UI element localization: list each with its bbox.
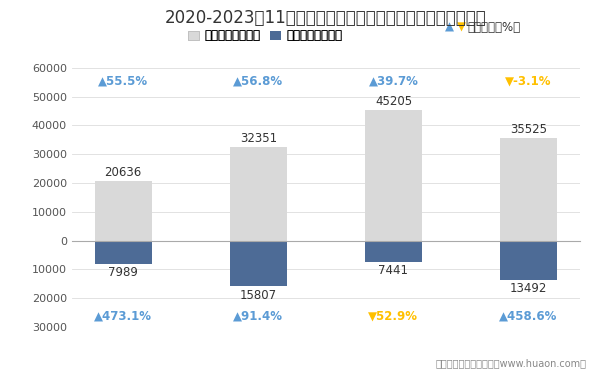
Text: 20636: 20636: [105, 166, 142, 179]
Bar: [230, 147, 286, 241]
Text: ▼: ▼: [457, 21, 466, 34]
Bar: [500, 241, 557, 279]
Text: ▲39.7%: ▲39.7%: [368, 75, 419, 88]
Text: 7989: 7989: [108, 266, 138, 279]
Text: 15807: 15807: [240, 288, 277, 302]
Bar: [365, 110, 422, 241]
Text: 制图：华经产业研究院（www.huaon.com）: 制图：华经产业研究院（www.huaon.com）: [435, 358, 586, 368]
Bar: [365, 241, 422, 262]
Text: ▼52.9%: ▼52.9%: [368, 310, 419, 323]
Legend: 出口额（万美元）, 进口额（万美元）: 出口额（万美元）, 进口额（万美元）: [188, 29, 342, 42]
Text: ▲55.5%: ▲55.5%: [98, 75, 148, 88]
Text: ▲473.1%: ▲473.1%: [94, 310, 152, 323]
Text: ▼-3.1%: ▼-3.1%: [505, 75, 552, 88]
Text: ▲56.8%: ▲56.8%: [233, 75, 283, 88]
Bar: [95, 181, 152, 241]
Text: ▲91.4%: ▲91.4%: [233, 310, 283, 323]
Bar: [230, 241, 286, 286]
Text: 7441: 7441: [379, 264, 408, 277]
Bar: [500, 138, 557, 241]
Text: 45205: 45205: [375, 95, 412, 108]
Text: 13492: 13492: [510, 282, 547, 295]
Bar: [95, 241, 152, 264]
Title: 2020-2023年11月汉中市商品收发货人所在地进、出口额统计: 2020-2023年11月汉中市商品收发货人所在地进、出口额统计: [165, 9, 487, 27]
Text: 32351: 32351: [240, 132, 277, 145]
Text: 35525: 35525: [510, 123, 547, 136]
Text: ▲: ▲: [446, 21, 454, 34]
Text: 同比增长（%）: 同比增长（%）: [467, 21, 520, 34]
Text: ▲458.6%: ▲458.6%: [499, 310, 558, 323]
